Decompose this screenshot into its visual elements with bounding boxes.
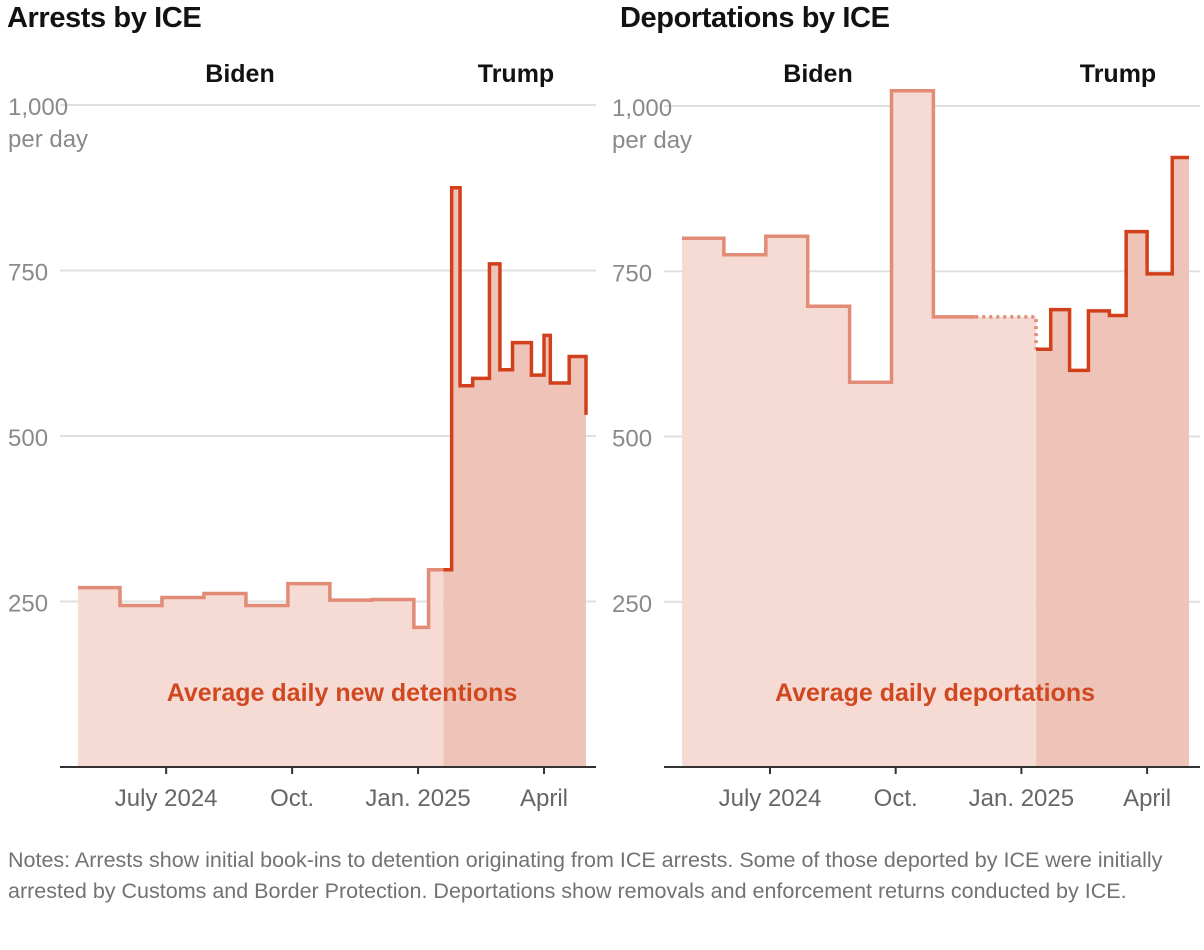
trump-era-label: Trump <box>478 60 554 88</box>
deportations-chart-title: Deportations by ICE <box>620 2 890 34</box>
biden-area <box>78 569 444 767</box>
biden-era-label: Biden <box>205 60 274 88</box>
y-tick-label: 750 <box>8 260 48 287</box>
series-label: Average daily deportations <box>775 679 1095 707</box>
y-tick-label: 500 <box>8 425 48 452</box>
x-tick-label: Jan. 2025 <box>969 785 1074 812</box>
x-tick-label: April <box>520 785 568 812</box>
y-tick-label: 250 <box>8 591 48 618</box>
trump-area <box>1036 157 1189 768</box>
series-label: Average daily new detentions <box>167 679 518 707</box>
arrests-chart: July 2024 Oct. Jan. 2025 April 1,000 750 500 25… <box>8 60 596 812</box>
biden-line <box>682 89 976 385</box>
trump-era-label: Trump <box>1080 60 1156 88</box>
biden-era-label: Biden <box>783 60 852 88</box>
biden-area <box>682 90 1037 767</box>
deportations-chart: July 2024 Oct. Jan. 2025 April 1,000 750 500 25… <box>612 60 1200 812</box>
x-tick-label: July 2024 <box>115 785 218 812</box>
trump-area <box>443 187 586 767</box>
trump-line <box>443 186 588 572</box>
y-tick-label: 1,000 <box>612 95 672 122</box>
y-unit-label: per day <box>612 127 692 154</box>
y-tick-label: 750 <box>612 260 652 287</box>
biden-line <box>78 567 444 630</box>
x-tick-label: July 2024 <box>719 785 822 812</box>
x-tick-label: Jan. 2025 <box>365 785 470 812</box>
x-tick-label: April <box>1123 785 1171 812</box>
y-tick-label: 500 <box>612 426 652 453</box>
x-tick-label: Oct. <box>874 785 918 812</box>
trump-line <box>1036 155 1189 373</box>
y-tick-label: 250 <box>612 591 652 618</box>
arrests-chart-title: Arrests by ICE <box>7 2 202 34</box>
x-tick-label: Oct. <box>270 785 314 812</box>
chart-notes: Notes: Arrests show initial book-ins to … <box>8 848 1163 903</box>
y-tick-label: 1,000 <box>8 94 68 121</box>
y-unit-label: per day <box>8 126 88 153</box>
